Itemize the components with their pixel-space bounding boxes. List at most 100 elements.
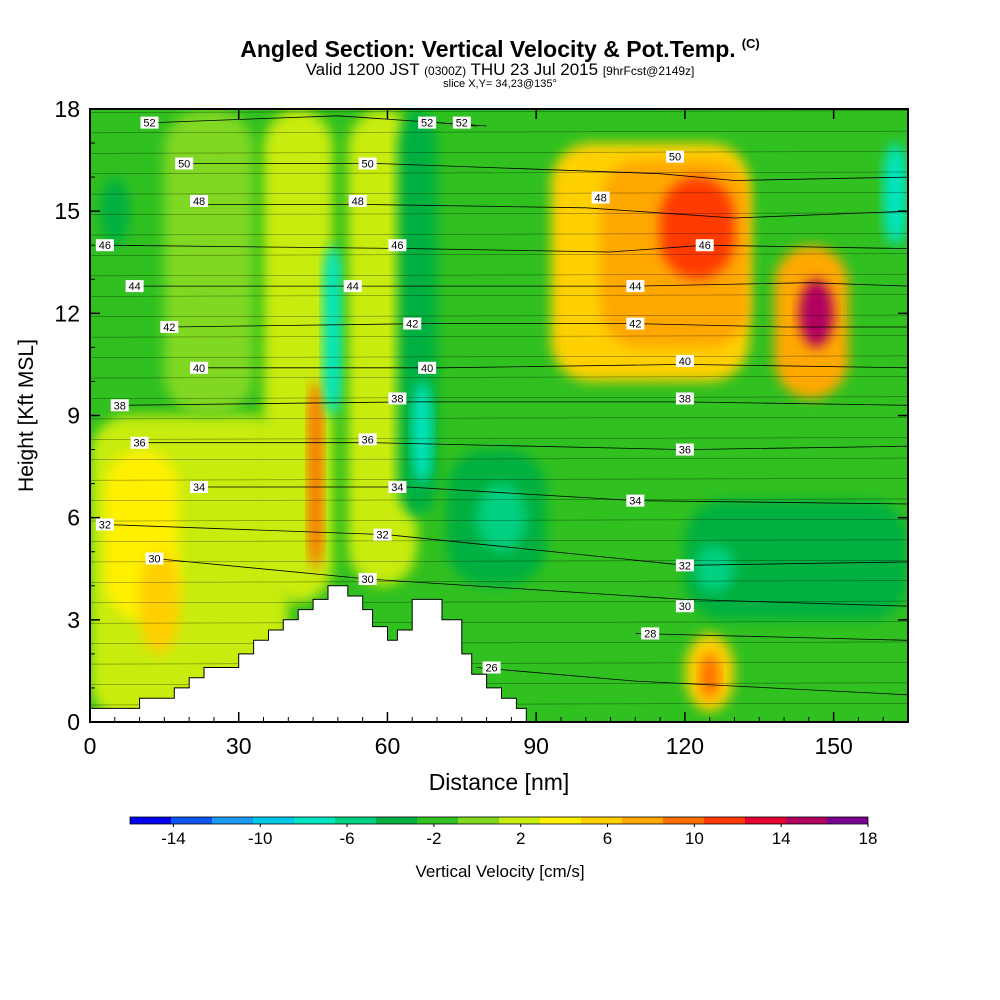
theta-label-text: 32 xyxy=(679,560,691,572)
theta-label-text: 34 xyxy=(629,496,641,508)
x-tick-label: 150 xyxy=(814,733,852,759)
theta-contour-line xyxy=(154,558,908,607)
colorbar-tick-label: 6 xyxy=(603,829,612,848)
x-tick-label: 120 xyxy=(666,733,704,759)
velocity-region xyxy=(412,381,433,484)
colorbar-swatch xyxy=(499,817,540,824)
y-tick-label: 6 xyxy=(67,505,80,531)
contour-labels: 52 52 52 50 50 50 48 48 48 46 46 46 44 44 44 42 42 42 40 40… xyxy=(95,116,714,675)
theta-label-text: 50 xyxy=(361,158,373,170)
colorbar-swatch xyxy=(622,817,663,824)
y-tick-label: 3 xyxy=(67,607,80,633)
theta-contour-line xyxy=(90,580,908,583)
theta-label: 50 xyxy=(175,157,194,170)
theta-label: 36 xyxy=(675,443,694,457)
theta-label-text: 46 xyxy=(99,240,111,252)
theta-contour-line xyxy=(204,486,908,505)
theta-label: 32 xyxy=(95,518,114,531)
theta-contour-line xyxy=(90,457,908,461)
theta-label: 30 xyxy=(145,552,164,566)
y-axis-label: Height [Kft MSL] xyxy=(15,339,38,492)
theta-contour-line xyxy=(184,163,908,181)
theta-label-text: 48 xyxy=(352,196,364,208)
theta-contour-line xyxy=(635,633,908,641)
x-tick-label: 30 xyxy=(226,733,252,759)
theta-label: 52 xyxy=(418,116,437,130)
theta-label-text: 42 xyxy=(163,322,175,334)
theta-label: 36 xyxy=(130,436,149,450)
colorbar-swatch xyxy=(417,817,458,824)
velocity-region xyxy=(699,653,720,699)
theta-label: 40 xyxy=(190,361,209,375)
velocity-region xyxy=(164,109,254,416)
chart-subtitle: Valid 1200 JST (0300Z) THU 23 Jul 2015 [… xyxy=(305,60,695,79)
theta-label-text: 52 xyxy=(456,118,468,130)
velocity-region xyxy=(476,483,527,552)
theta-label: 30 xyxy=(675,600,694,613)
theta-label: 34 xyxy=(190,481,209,494)
velocity-field xyxy=(90,109,908,722)
colorbar-swatch xyxy=(745,817,786,824)
theta-label-text: 48 xyxy=(193,196,205,208)
x-tick-label: 0 xyxy=(84,733,97,759)
colorbar-swatch xyxy=(253,817,294,824)
theta-label: 42 xyxy=(160,320,179,334)
theta-label-text: 30 xyxy=(148,554,160,566)
theta-contour-line xyxy=(90,233,908,236)
chart-title-unit: (C) xyxy=(741,36,760,52)
chart-title: Angled Section: Vertical Velocity & Pot.… xyxy=(240,36,760,62)
theta-contour-line xyxy=(90,641,908,644)
theta-contour-line xyxy=(90,253,908,256)
theta-label-text: 50 xyxy=(178,158,190,170)
theta-label-text: 50 xyxy=(669,152,681,164)
theta-label: 48 xyxy=(190,194,209,208)
theta-label-text: 52 xyxy=(421,118,433,130)
theta-label: 46 xyxy=(95,239,114,252)
theta-label-text: 38 xyxy=(114,400,126,412)
colorbar-swatch xyxy=(335,817,376,824)
theta-label: 52 xyxy=(452,116,471,130)
colorbar-tick-label: -14 xyxy=(161,829,186,848)
velocity-region xyxy=(883,143,908,246)
theta-label: 32 xyxy=(675,559,694,572)
theta-label: 40 xyxy=(675,355,694,368)
colorbar-tick-label: -10 xyxy=(248,829,273,848)
theta-contour-line xyxy=(90,192,908,195)
colorbar: -14 -10 -6 -2 2 6 10 14 18 xyxy=(129,816,878,848)
theta-label: 46 xyxy=(695,239,714,252)
theta-label-text: 40 xyxy=(679,356,691,368)
theta-contour-line xyxy=(476,667,908,696)
theta-label: 34 xyxy=(388,481,407,494)
theta-label: 42 xyxy=(403,317,422,331)
theta-contour-line xyxy=(104,244,908,253)
colorbar-swatch xyxy=(130,817,171,824)
theta-contour-line xyxy=(90,478,908,481)
theta-label: 46 xyxy=(388,239,407,252)
theta-label: 30 xyxy=(358,572,377,586)
theta-label: 40 xyxy=(418,361,437,375)
terrain xyxy=(90,585,527,722)
theta-label-text: 34 xyxy=(193,482,205,494)
velocity-region xyxy=(323,245,343,416)
theta-label-text: 42 xyxy=(406,319,418,331)
theta-contour-line xyxy=(90,621,908,624)
colorbar-swatch xyxy=(786,817,827,824)
theta-contour-line xyxy=(90,212,908,215)
y-tick-label: 0 xyxy=(67,709,80,735)
y-tick-label: 18 xyxy=(54,96,80,122)
theta-contour-line xyxy=(139,442,908,451)
colorbar-swatch xyxy=(540,817,581,824)
y-tick-label: 15 xyxy=(54,198,80,224)
theta-contour-line xyxy=(199,363,908,369)
velocity-region xyxy=(660,177,735,280)
theta-contour-line xyxy=(90,355,908,358)
theta-label-text: 34 xyxy=(391,482,403,494)
theta-contour-line xyxy=(90,396,908,399)
slice-info: slice X,Y= 34,23@135° xyxy=(443,78,557,90)
theta-label-text: 32 xyxy=(99,519,111,531)
velocity-region xyxy=(798,279,834,348)
theta-contour-line xyxy=(90,519,908,522)
colorbar-swatch xyxy=(827,817,868,824)
colorbar-tick-label: 18 xyxy=(859,829,878,848)
